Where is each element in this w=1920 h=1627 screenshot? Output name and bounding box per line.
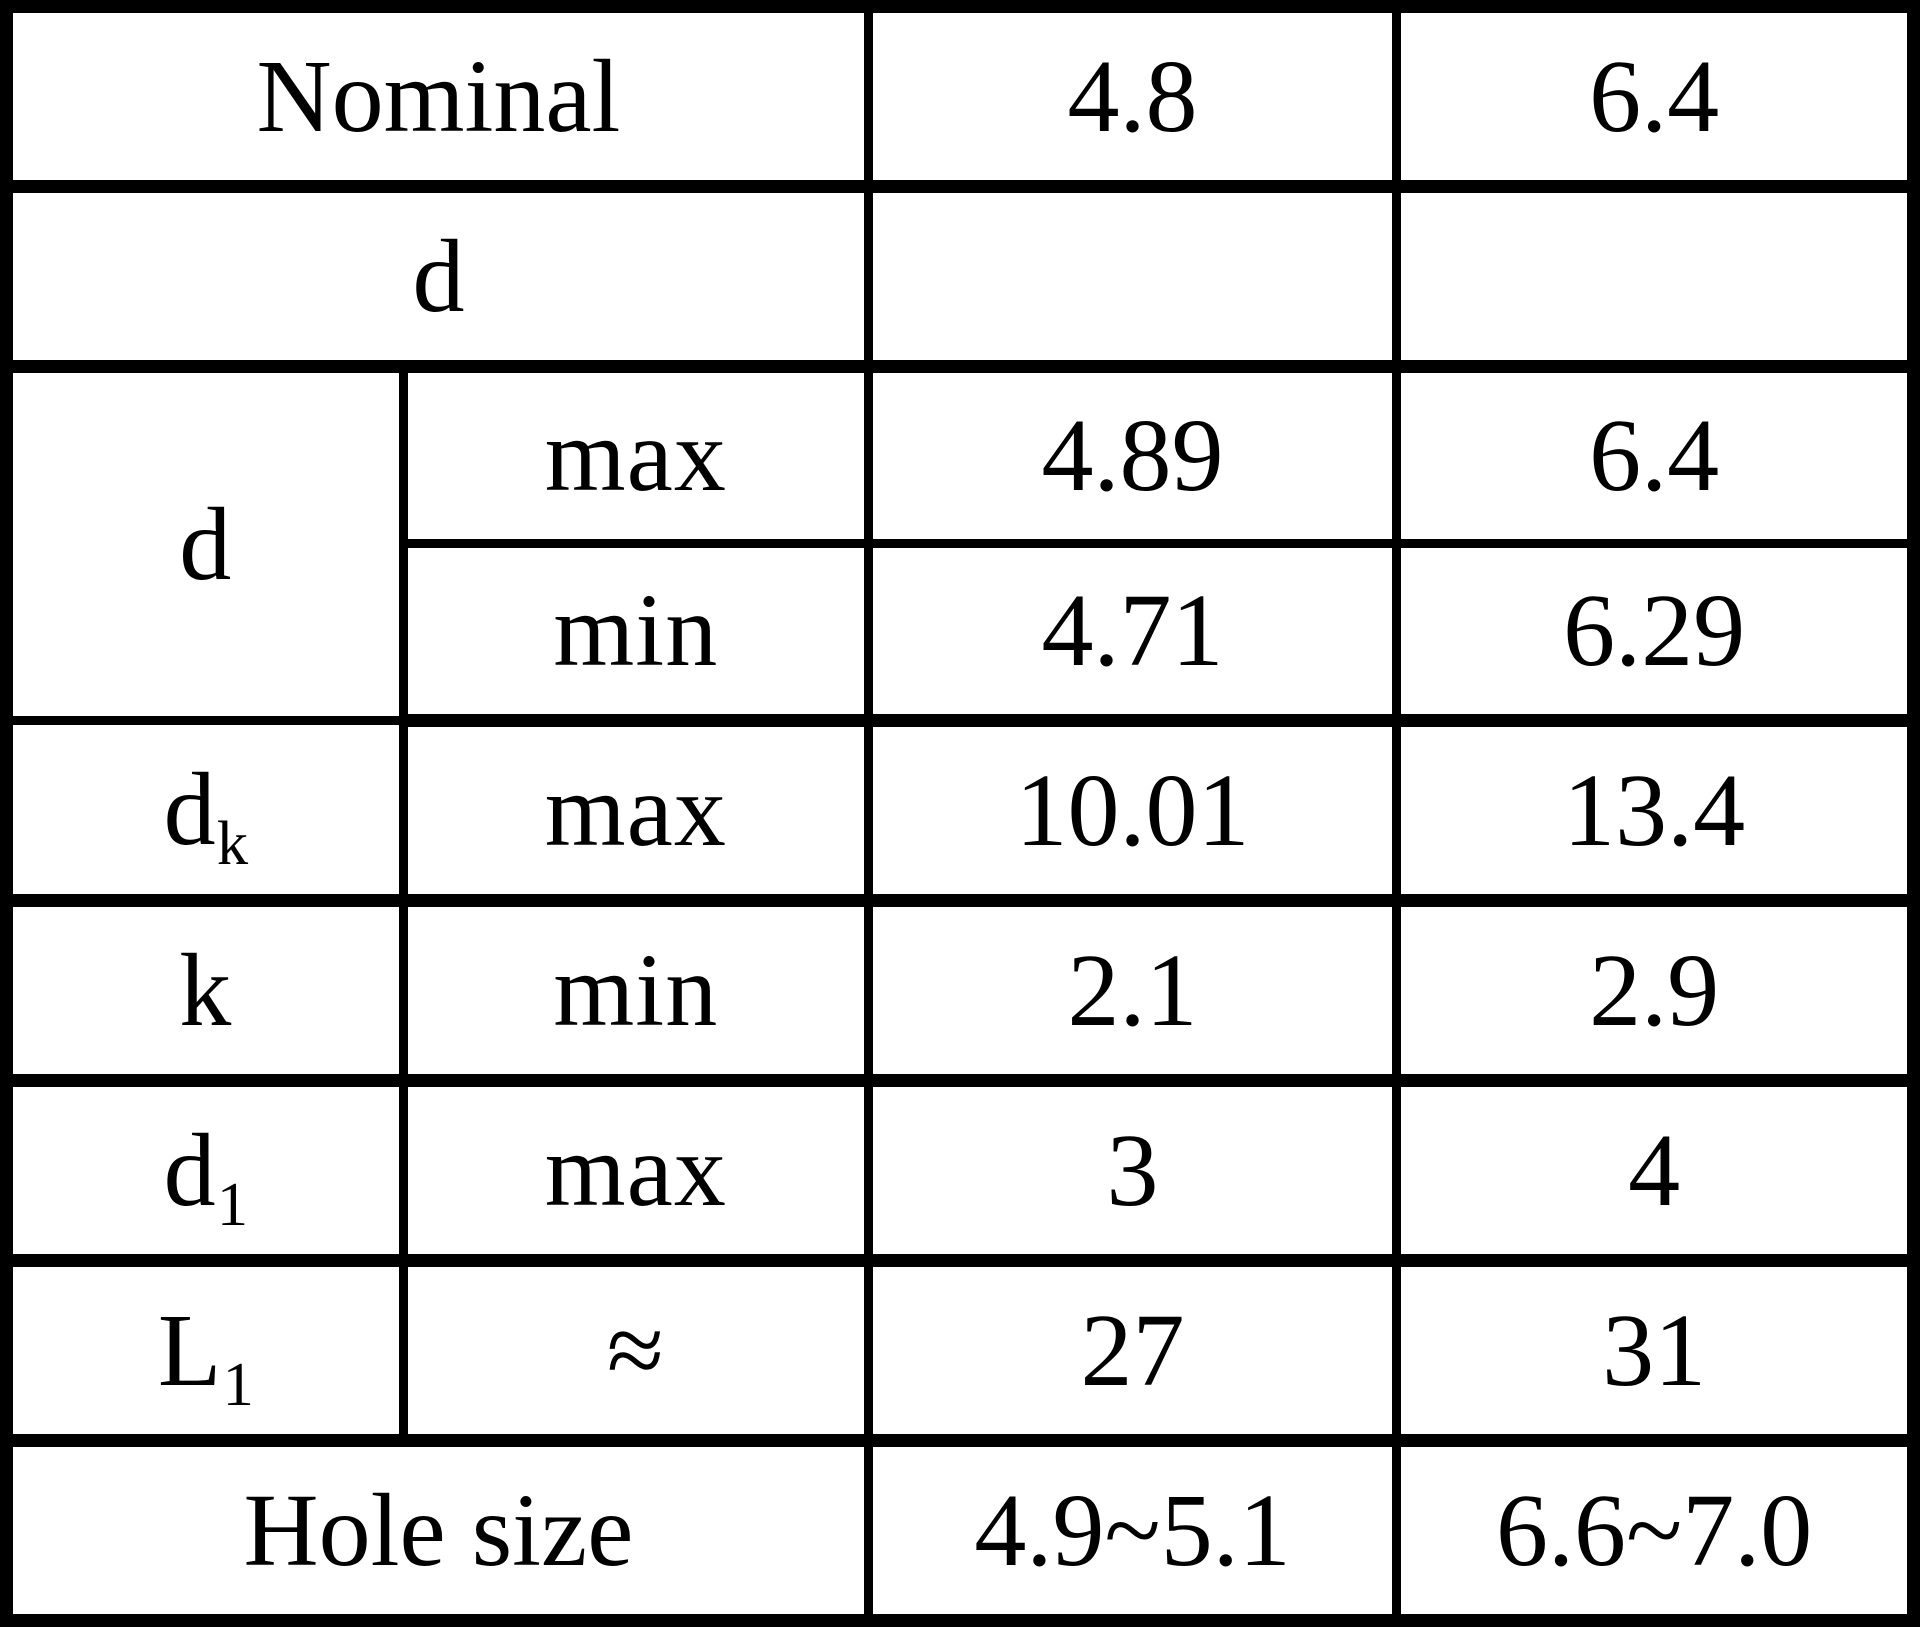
d1-max-value-col1: 3	[863, 1076, 1402, 1267]
d1-label-subscript: 1	[216, 1169, 249, 1239]
k-row-label: k	[2, 896, 408, 1087]
hole-size-value-col1: 4.9~5.1	[863, 1435, 1402, 1626]
d1-row-label: d1	[2, 1076, 408, 1267]
L1-approx-symbol: ≈	[398, 1255, 873, 1447]
d-header-value-col1	[863, 181, 1402, 373]
row-dk-max: dk max 10.01 13.4	[2, 716, 1918, 908]
d-header-value-col2	[1392, 181, 1918, 373]
d-min-value-col2: 6.29	[1392, 538, 1918, 728]
row-nominal: Nominal 4.8 6.4	[2, 2, 1918, 193]
dk-label-base: d	[163, 751, 216, 867]
hole-size-label: Hole size	[2, 1435, 873, 1626]
dk-max-value-col2: 13.4	[1392, 716, 1918, 908]
row-k-min: k min 2.1 2.9	[2, 896, 1918, 1087]
k-min-qualifier: min	[398, 896, 873, 1087]
row-hole-size: Hole size 4.9~5.1 6.6~7.0	[2, 1435, 1918, 1626]
L1-label-base: L	[157, 1292, 222, 1408]
d-max-qualifier: max	[398, 361, 873, 549]
d-max-value-col1: 4.89	[863, 361, 1402, 549]
k-min-value-col1: 2.1	[863, 896, 1402, 1087]
dk-max-qualifier: max	[398, 716, 873, 908]
dk-label-subscript: k	[216, 808, 249, 878]
row-d-header: d	[2, 181, 1918, 373]
L1-row-label: L1	[2, 1255, 408, 1447]
nominal-value-col2: 6.4	[1392, 2, 1918, 193]
nominal-row-label: Nominal	[2, 2, 873, 193]
L1-value-col2: 31	[1392, 1255, 1918, 1447]
nominal-value-col1: 4.8	[863, 2, 1402, 193]
k-min-value-col2: 2.9	[1392, 896, 1918, 1087]
row-d-min: min 4.71 6.29	[7, 538, 1918, 728]
d-max-value-col2: 6.4	[1392, 361, 1918, 549]
d-label-base: d	[179, 486, 232, 602]
d1-label-base: d	[163, 1112, 216, 1228]
row-L1-approx: L1 ≈ 27 31	[2, 1255, 1918, 1447]
hole-size-value-col2: 6.6~7.0	[1392, 1435, 1918, 1626]
d-min-value-col1: 4.71	[863, 538, 1402, 728]
k-label-base: k	[179, 932, 232, 1048]
d-header-label: d	[2, 181, 873, 373]
L1-value-col1: 27	[863, 1255, 1402, 1447]
row-d-max: d max 4.89 6.4	[2, 361, 1918, 726]
dk-max-value-col1: 10.01	[863, 716, 1402, 908]
d-min-qualifier: min	[398, 538, 873, 728]
d1-max-qualifier: max	[398, 1076, 873, 1267]
dk-row-label: dk	[2, 716, 408, 908]
L1-label-subscript: 1	[222, 1349, 254, 1419]
row-d1-max: d1 max 3 4	[2, 1076, 1918, 1267]
d1-max-value-col2: 4	[1392, 1076, 1918, 1267]
d-row-label: d	[2, 361, 408, 726]
